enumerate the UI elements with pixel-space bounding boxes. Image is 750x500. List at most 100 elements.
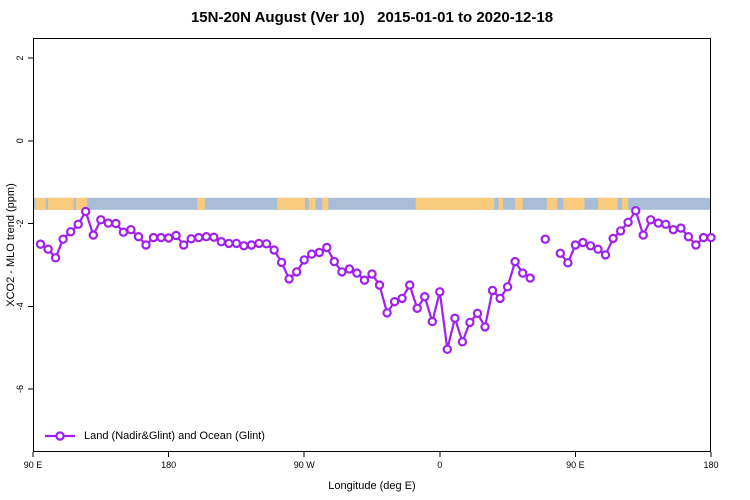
- data-point-marker: [141, 240, 151, 250]
- data-point-marker: [111, 218, 121, 229]
- data-point-marker: [216, 236, 226, 247]
- data-point-marker: [261, 239, 272, 249]
- data-point-marker: [344, 264, 355, 274]
- data-point-marker: [706, 232, 716, 243]
- data-point-marker: [457, 337, 468, 347]
- data-point-marker: [691, 240, 701, 250]
- y-axis-label: XCO2 - MLO trend (ppm): [5, 183, 17, 307]
- x-tick-label: 0: [437, 460, 442, 470]
- land-segment: [322, 197, 329, 210]
- land-segment: [277, 197, 305, 210]
- data-point-marker: [480, 322, 490, 332]
- x-axis-label: Longitude (deg E): [328, 480, 416, 492]
- data-point-marker: [668, 224, 679, 235]
- data-point-marker: [329, 256, 339, 267]
- data-point-marker: [518, 268, 528, 278]
- data-point-marker: [661, 219, 671, 229]
- data-point-marker: [442, 344, 452, 354]
- data-point-marker: [405, 280, 415, 290]
- data-point-marker: [510, 256, 520, 267]
- land-segment: [563, 197, 585, 210]
- data-point-marker: [646, 215, 656, 225]
- y-tick-label: -2: [15, 219, 25, 227]
- land-segment: [498, 197, 504, 210]
- data-point-marker: [465, 317, 475, 328]
- data-point-marker: [495, 293, 505, 304]
- data-point-marker: [314, 247, 324, 258]
- data-point-marker: [96, 215, 106, 225]
- data-point-marker: [35, 239, 46, 249]
- data-point-marker: [276, 257, 287, 268]
- data-point-marker: [427, 316, 437, 327]
- data-point-marker: [420, 292, 430, 302]
- data-point-marker: [224, 238, 234, 249]
- data-point-marker: [435, 287, 445, 297]
- data-point-marker: [450, 313, 460, 323]
- data-point-marker: [563, 258, 573, 268]
- data-point-marker: [359, 275, 370, 285]
- y-tick-label: -6: [15, 385, 25, 393]
- x-tick-label: 180: [161, 460, 176, 470]
- land-segment: [415, 197, 495, 210]
- plot-area: [33, 38, 711, 452]
- data-point-marker: [585, 241, 596, 251]
- data-point-marker: [608, 233, 618, 244]
- data-point-marker: [299, 255, 309, 265]
- data-point-marker: [73, 219, 83, 229]
- data-point-marker: [118, 227, 129, 237]
- data-point-marker: [337, 267, 347, 277]
- data-point-marker: [43, 244, 53, 254]
- data-point-marker: [570, 240, 581, 250]
- data-point-marker: [638, 230, 648, 240]
- data-point-marker: [163, 233, 174, 243]
- data-point-marker: [382, 308, 392, 318]
- data-point-marker: [676, 223, 686, 233]
- data-point-marker: [246, 240, 257, 250]
- data-point-marker: [133, 231, 144, 242]
- land-segment: [48, 197, 74, 210]
- data-point-marker: [487, 285, 498, 296]
- data-point-marker: [178, 240, 189, 250]
- data-point-marker: [352, 268, 362, 278]
- data-point-marker: [269, 245, 279, 255]
- x-tick-label: 90 W: [294, 460, 316, 470]
- land-segment: [622, 197, 629, 210]
- y-tick-label: 0: [15, 138, 25, 143]
- data-point-marker: [254, 238, 264, 249]
- data-point-marker: [578, 237, 588, 248]
- land-segment: [515, 197, 523, 210]
- data-point-marker: [525, 273, 535, 283]
- data-point-marker: [209, 232, 219, 242]
- data-point-marker: [397, 293, 407, 304]
- data-point-marker: [540, 234, 551, 244]
- legend: Land (Nadir&Glint) and Ocean (Glint): [44, 429, 265, 443]
- data-point-marker: [201, 231, 211, 242]
- legend-marker-icon: [45, 431, 75, 441]
- data-point-marker: [683, 231, 694, 242]
- y-tick-label: 2: [15, 55, 25, 60]
- land-segment: [35, 197, 46, 210]
- land-segment: [197, 197, 205, 210]
- data-point-marker: [292, 267, 302, 277]
- data-point-marker: [126, 224, 136, 235]
- land-segment: [75, 197, 88, 210]
- data-point-marker: [615, 226, 626, 236]
- data-point-marker: [412, 303, 422, 313]
- data-point-marker: [58, 234, 68, 244]
- data-point-marker: [600, 250, 611, 260]
- data-point-marker: [65, 227, 76, 237]
- data-point-marker: [389, 297, 400, 307]
- data-point-marker: [239, 241, 249, 251]
- land-segment: [546, 197, 558, 210]
- data-point-marker: [156, 232, 166, 243]
- data-point-marker: [593, 244, 603, 254]
- land-segment: [308, 197, 316, 210]
- y-tick-label: -4: [15, 302, 25, 310]
- data-point-marker: [374, 280, 385, 290]
- data-point-marker: [631, 205, 641, 216]
- data-point-marker: [623, 217, 633, 227]
- ocean-band: [33, 197, 711, 210]
- data-point-marker: [653, 218, 664, 228]
